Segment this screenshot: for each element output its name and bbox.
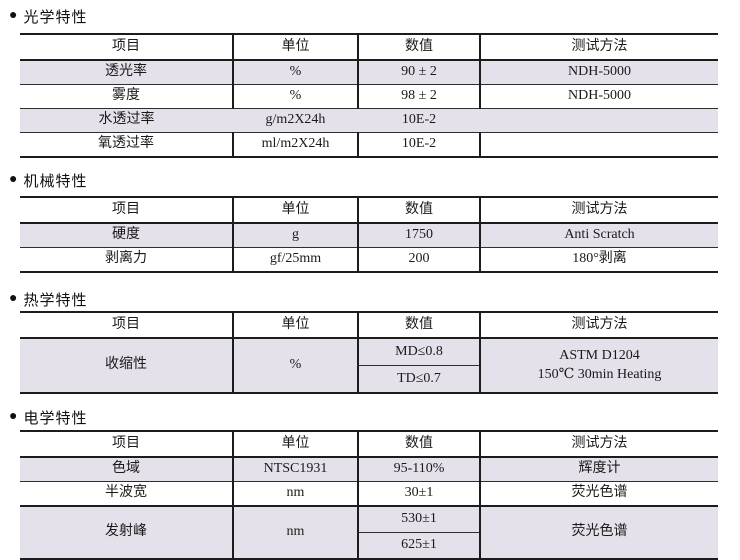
cell-value: 90 ± 2 bbox=[358, 60, 481, 85]
cell-method: 辉度计 bbox=[578, 461, 621, 477]
table-row: 硬度 g 1750 Anti Scratch bbox=[20, 223, 718, 248]
column-header-item: 项目 bbox=[20, 431, 234, 458]
thermal-properties-table: 项目 单位 数值 测试方法 收缩性 % MD≤0.8 ASTM D1204 15… bbox=[20, 311, 718, 394]
cell-item: 氧透过率 bbox=[20, 132, 234, 157]
cell-value-td: TD≤0.7 bbox=[358, 365, 481, 393]
cell-value: 30±1 bbox=[358, 481, 481, 506]
table-row: 氧透过率 ml/m2X24h 10E-2 bbox=[20, 132, 718, 157]
cell-unit: g/m2X24h bbox=[233, 108, 358, 133]
electrical-properties-table: 项目 单位 数值 测试方法 色域 NTSC1931 95-110% 辉度计 半波… bbox=[20, 430, 718, 560]
column-header-item: 项目 bbox=[20, 34, 234, 61]
cell-method: 荧光色谱 bbox=[480, 481, 718, 506]
table-row: 半波宽 nm 30±1 荧光色谱 bbox=[20, 481, 718, 506]
header-row: 项目 单位 数值 测试方法 bbox=[20, 34, 718, 61]
column-header-unit: 单位 bbox=[233, 431, 359, 458]
cell-item: 半波宽 bbox=[20, 481, 234, 506]
column-header-value: 数值 bbox=[358, 312, 481, 339]
cell-method: NDH-5000 bbox=[568, 64, 631, 80]
cell-unit: % bbox=[233, 60, 359, 85]
column-header-unit: 单位 bbox=[233, 34, 359, 61]
cell-item: 色域 bbox=[20, 457, 234, 482]
column-header-method: 测试方法 bbox=[480, 34, 718, 61]
cell-unit: nm bbox=[233, 505, 359, 559]
column-header-unit: 单位 bbox=[233, 197, 359, 224]
cell-value-green: 530±1 bbox=[358, 505, 481, 533]
cell-item: 雾度 bbox=[20, 84, 234, 109]
cell-value-red: 625±1 bbox=[358, 532, 481, 559]
cell-unit: ml/m2X24h bbox=[233, 132, 359, 157]
table-row: 色域 NTSC1931 95-110% 辉度计 bbox=[20, 457, 718, 482]
cell-item: 水透过率 bbox=[20, 108, 233, 133]
section-title-thermal: ● 热学特性 bbox=[9, 290, 740, 309]
column-header-method: 测试方法 bbox=[480, 431, 718, 458]
table-row: 透光率 % 90 ± 2 NDH-5000 bbox=[20, 60, 718, 85]
cell-unit: nm bbox=[233, 481, 359, 506]
column-header-method: 测试方法 bbox=[480, 197, 718, 224]
cell-item: 透光率 bbox=[20, 60, 234, 85]
cell-item: 发射峰 bbox=[20, 505, 234, 559]
cell-method-line1: ASTM D1204 bbox=[559, 347, 640, 363]
cell-method-line2: 150℃ 30min Heating bbox=[537, 366, 662, 382]
cell-method: ASTM D1204 150℃ 30min Heating bbox=[480, 338, 718, 393]
cell-value: 1750 bbox=[358, 223, 481, 248]
section-title-electrical: ● 电学特性 bbox=[9, 408, 740, 427]
table-row: 水透过率 g/m2X24h 10E-2 bbox=[20, 108, 718, 133]
cell-item: 收缩性 bbox=[20, 338, 234, 393]
cell-value: 10E-2 bbox=[358, 108, 480, 133]
cell-value: 95-110% bbox=[358, 457, 481, 482]
header-row: 项目 单位 数值 测试方法 bbox=[20, 197, 718, 224]
cell-unit: % bbox=[233, 84, 359, 109]
cell-value-md: MD≤0.8 bbox=[358, 338, 481, 366]
section-title-label: 电学特性 bbox=[23, 410, 88, 427]
cell-unit: NTSC1931 bbox=[233, 457, 359, 482]
section-title-optical: ● 光学特性 bbox=[9, 7, 740, 26]
column-header-value: 数值 bbox=[358, 431, 481, 458]
bullet-icon: ● bbox=[9, 409, 19, 424]
cell-value: 200 bbox=[358, 247, 481, 272]
table-row: 剥离力 gf/25mm 200 180°剥离 bbox=[20, 247, 718, 272]
section-title-mechanical: ● 机械特性 bbox=[9, 171, 740, 190]
cell-method: NDH-5000 bbox=[480, 84, 718, 109]
table-row: 雾度 % 98 ± 2 NDH-5000 bbox=[20, 84, 718, 109]
column-header-value: 数值 bbox=[358, 34, 481, 61]
bullet-icon: ● bbox=[9, 8, 19, 23]
cell-item: 剥离力 bbox=[20, 247, 234, 272]
cell-unit: gf/25mm bbox=[233, 247, 359, 272]
optical-properties-table: 项目 单位 数值 测试方法 透光率 % 90 ± 2 NDH-5000 雾度 %… bbox=[20, 33, 718, 158]
cell-method: 荧光色谱 bbox=[480, 505, 718, 559]
cell-method bbox=[480, 108, 718, 133]
mechanical-properties-table: 项目 单位 数值 测试方法 硬度 g 1750 Anti Scratch 剥离力… bbox=[20, 196, 718, 273]
column-header-unit: 单位 bbox=[233, 312, 359, 339]
cell-item: 硬度 bbox=[20, 223, 234, 248]
table-row: 发射峰 nm 530±1 荧光色谱 bbox=[20, 505, 718, 559]
cell-value: 10E-2 bbox=[358, 132, 481, 157]
cell-method: 180°剥离 bbox=[480, 247, 718, 272]
section-title-label: 热学特性 bbox=[23, 292, 88, 309]
column-header-item: 项目 bbox=[20, 312, 234, 339]
header-row: 项目 单位 数值 测试方法 bbox=[20, 431, 718, 458]
cell-method: Anti Scratch bbox=[564, 227, 635, 243]
column-header-value: 数值 bbox=[358, 197, 481, 224]
cell-unit: % bbox=[233, 338, 359, 393]
column-header-item: 项目 bbox=[20, 197, 234, 224]
bullet-icon: ● bbox=[9, 172, 19, 187]
cell-unit: g bbox=[233, 223, 359, 248]
cell-method bbox=[480, 132, 718, 157]
cell-value: 98 ± 2 bbox=[358, 84, 481, 109]
table-row: 收缩性 % MD≤0.8 ASTM D1204 150℃ 30min Heati… bbox=[20, 338, 718, 393]
section-title-label: 光学特性 bbox=[23, 9, 88, 26]
column-header-method: 测试方法 bbox=[480, 312, 718, 339]
header-row: 项目 单位 数值 测试方法 bbox=[20, 312, 718, 339]
bullet-icon: ● bbox=[9, 291, 19, 306]
section-title-label: 机械特性 bbox=[23, 173, 88, 190]
